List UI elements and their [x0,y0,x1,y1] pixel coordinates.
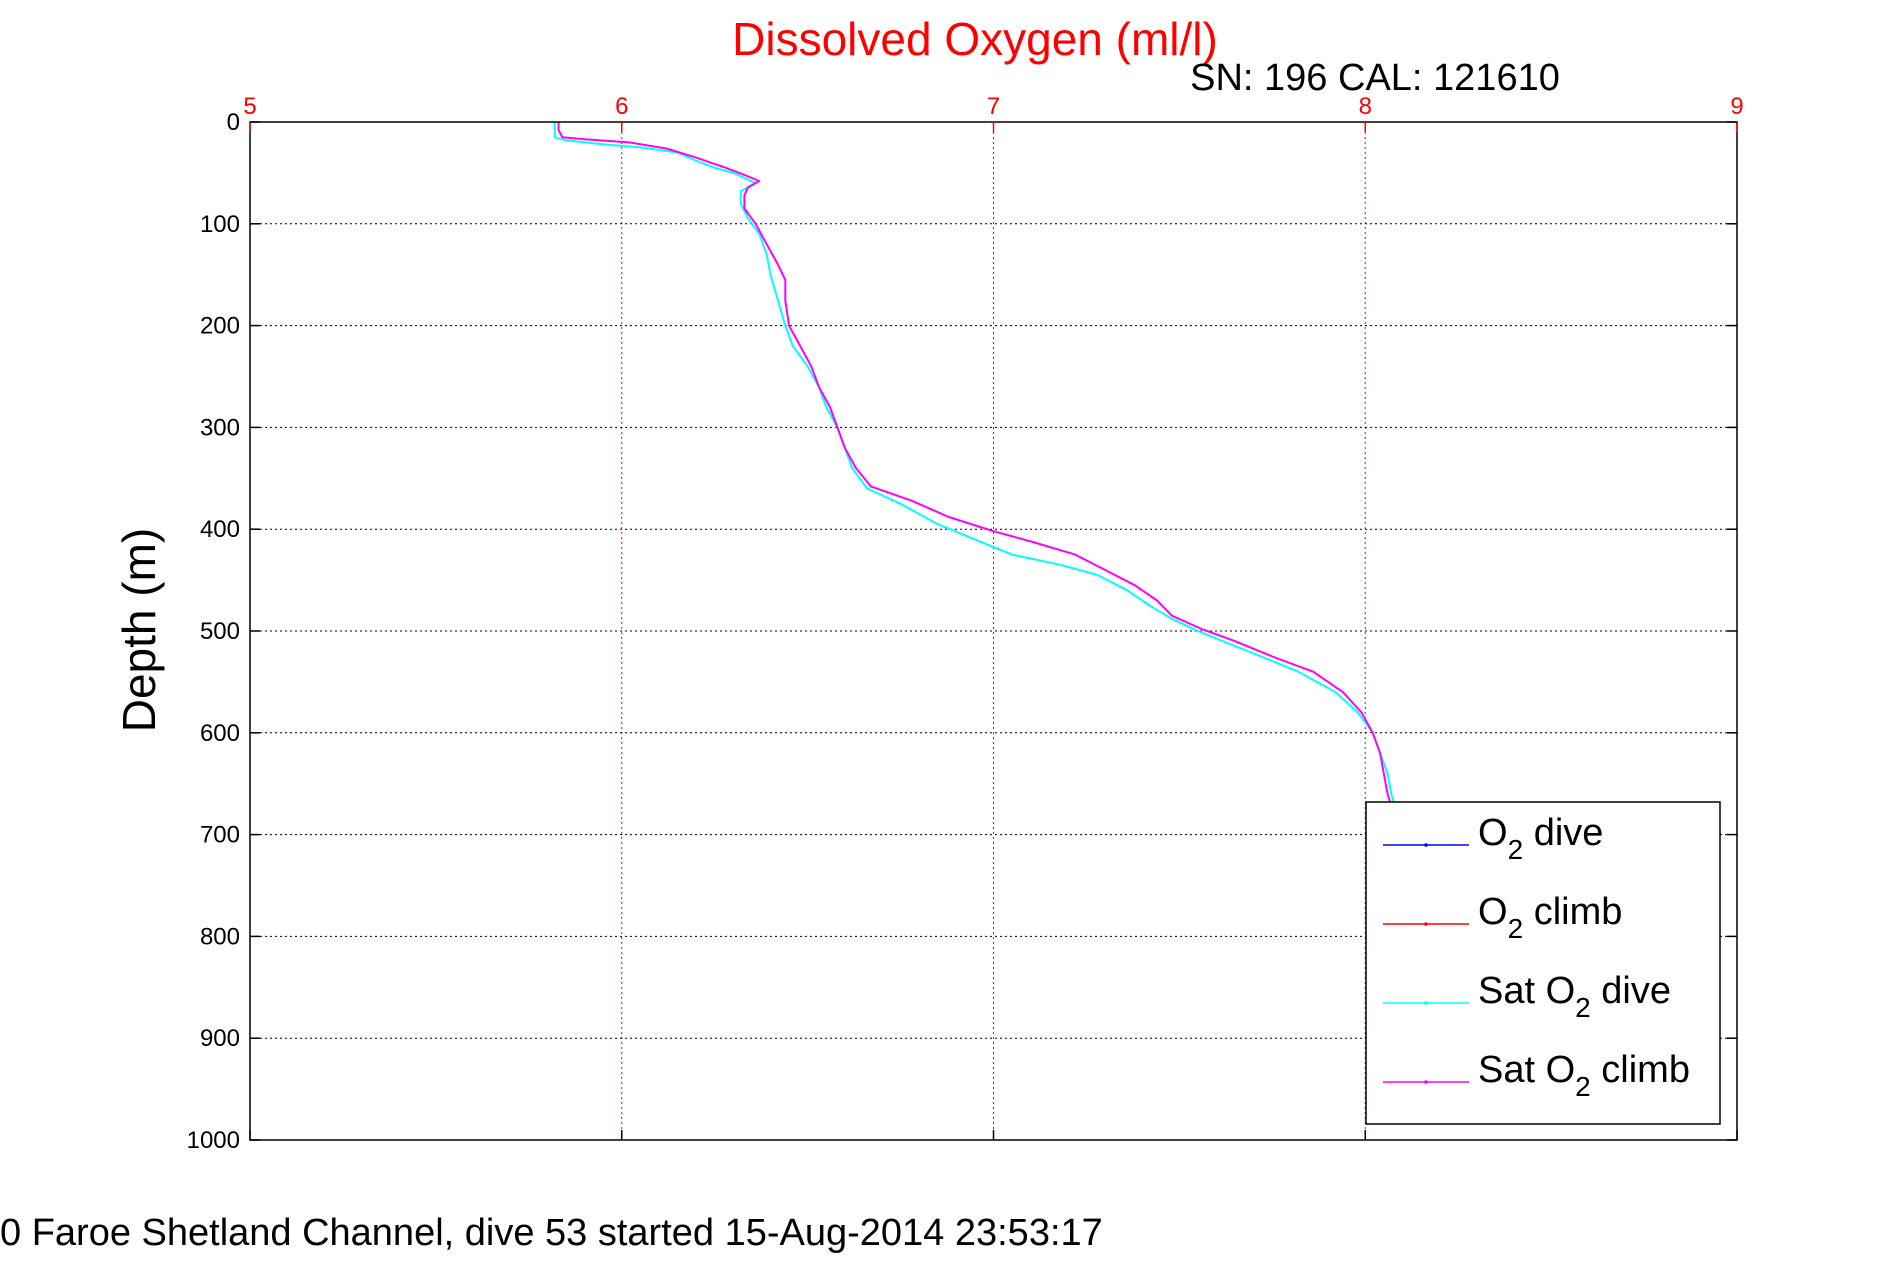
legend-box [1365,801,1721,1125]
legend-marker [1424,843,1428,847]
series-line-sat-o2-climb [557,122,1393,807]
x-tick-label: 9 [1730,93,1743,120]
legend-marker [1424,922,1428,926]
legend-marker [1424,1080,1428,1084]
y-axis-label: Depth (m) [113,528,165,732]
legend-label: Sat O2 climb [1478,1049,1690,1102]
y-tick-label: 300 [200,414,240,441]
footer-caption: 0 Faroe Shetland Channel, dive 53 starte… [0,1212,1103,1254]
x-tick-label: 8 [1359,93,1372,120]
x-tick-label: 5 [243,93,256,120]
y-tick-label: 1000 [187,1127,240,1154]
y-tick-label: 400 [200,516,240,543]
y-tick-label: 800 [200,923,240,950]
y-tick-label: 200 [200,313,240,340]
legend: O2 dive O2 climb Sat O2 dive Sat O2 climb [1365,801,1721,1125]
axes: 5 6 7 8 9 0 100 200 300 400 500 600 700 800 900 1000 [187,93,1744,1154]
x-tick-label: 6 [615,93,628,120]
y-tick-label: 700 [200,822,240,849]
series-layer [553,122,1396,807]
legend-label: Sat O2 dive [1478,970,1671,1023]
legend-marker [1424,1001,1428,1005]
x-tick-label: 7 [987,93,1000,120]
y-tick-label: 900 [200,1025,240,1052]
legend-entry: O2 dive [1383,812,1603,865]
y-tick-label: 600 [200,720,240,747]
legend-entry: O2 climb [1383,891,1622,944]
chart-title: Dissolved Oxygen (ml/l) [732,13,1218,65]
legend-label: O2 climb [1478,891,1622,944]
y-tick-label: 500 [200,618,240,645]
legend-entry: Sat O2 climb [1383,1049,1690,1102]
chart-subtitle: SN: 196 CAL: 121610 [1190,57,1560,99]
y-tick-label: 100 [200,211,240,238]
legend-entry: Sat O2 dive [1383,970,1671,1023]
legend-label: O2 dive [1478,812,1603,865]
y-tick-label: 0 [227,109,240,136]
series-line-sat-o2-dive [553,122,1396,807]
